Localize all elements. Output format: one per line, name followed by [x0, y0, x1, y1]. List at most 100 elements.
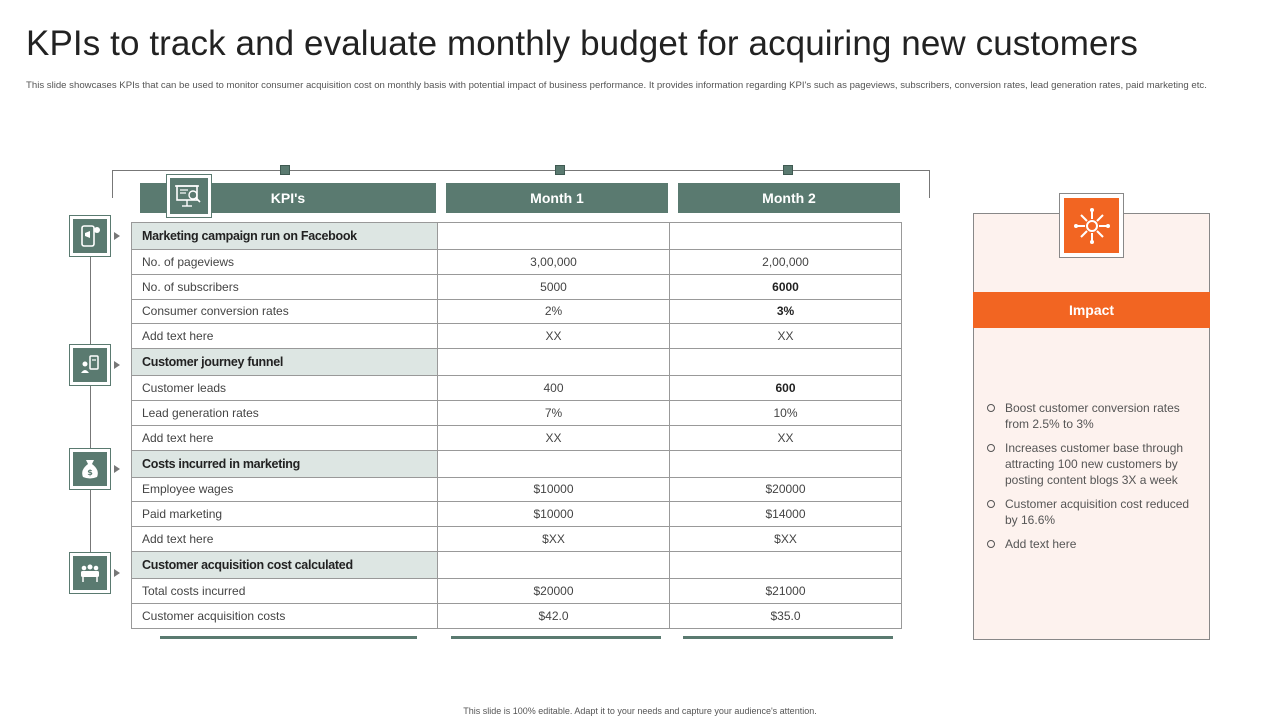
month1-column-underline: [451, 636, 661, 639]
month2-value: 2,00,000: [669, 249, 902, 275]
impact-panel: [973, 213, 1210, 640]
section-month1-cell: [437, 449, 670, 478]
kpi-label: Employee wages: [131, 476, 438, 503]
section-title: Marketing campaign run on Facebook: [131, 222, 438, 250]
month1-header-label: Month 1: [530, 190, 584, 206]
section-header-row: Customer acquisition cost calculated: [131, 550, 902, 579]
month1-value: XX: [437, 424, 670, 451]
table-row: Customer leads 400 600: [131, 375, 902, 401]
kpi-header-label: KPI's: [270, 190, 306, 206]
month1-value: $10000: [437, 476, 670, 503]
month1-value: 5000: [437, 273, 670, 300]
table-row: Add text here XX XX: [131, 323, 902, 350]
section-month1-cell: [437, 348, 670, 377]
kpi-label: Total costs incurred: [131, 577, 438, 604]
table-row: Add text here XX XX: [131, 424, 902, 451]
table-row: Employee wages $10000 $20000: [131, 476, 902, 503]
funnel-people-icon: [69, 344, 111, 386]
money-bag-icon: $: [69, 448, 111, 490]
arrow-icon: [114, 361, 120, 369]
month1-value: 3,00,000: [437, 249, 670, 275]
table-row: Consumer conversion rates 2% 3%: [131, 298, 902, 325]
table-row: Total costs incurred $20000 $21000: [131, 577, 902, 604]
month2-value: 3%: [669, 298, 902, 325]
impact-item: Increases customer base through attracti…: [987, 440, 1203, 488]
presentation-icon: [166, 174, 212, 218]
bullet-icon: [987, 444, 995, 452]
bullet-icon: [987, 500, 995, 508]
section-month2-cell: [669, 449, 902, 478]
kpi-label: No. of subscribers: [131, 273, 438, 300]
month2-value: 600: [669, 375, 902, 401]
kpi-label: Add text here: [131, 526, 438, 552]
kpi-label: Customer leads: [131, 375, 438, 401]
table-row: Customer acquisition costs $42.0 $35.0: [131, 602, 902, 629]
table-row: No. of pageviews 3,00,000 2,00,000: [131, 249, 902, 275]
bracket-dot: [280, 165, 290, 175]
kpi-column-underline: [160, 636, 417, 639]
section-month1-cell: [437, 222, 670, 250]
month1-value: 2%: [437, 298, 670, 325]
bracket-dot: [783, 165, 793, 175]
month1-value: $42.0: [437, 602, 670, 629]
table-row: Lead generation rates 7% 10%: [131, 399, 902, 426]
team-icon: [69, 552, 111, 594]
month1-value: XX: [437, 323, 670, 350]
section-month2-cell: [669, 348, 902, 377]
table-row: No. of subscribers 5000 6000: [131, 273, 902, 300]
section-title: Customer acquisition cost calculated: [131, 550, 438, 579]
month2-column-underline: [683, 636, 893, 639]
month1-value: 400: [437, 375, 670, 401]
month1-value: $20000: [437, 577, 670, 604]
impact-item: Customer acquisition cost reduced by 16.…: [987, 496, 1203, 528]
impact-item: Add text here: [987, 536, 1203, 552]
impact-item-text: Customer acquisition cost reduced by 16.…: [1005, 497, 1190, 527]
network-hub-icon: [1059, 193, 1124, 258]
section-header-row: Marketing campaign run on Facebook: [131, 222, 902, 250]
header-bracket: [112, 165, 930, 198]
impact-title-bar: Impact: [973, 292, 1210, 328]
kpi-label: Lead generation rates: [131, 399, 438, 426]
megaphone-phone-icon: [69, 215, 111, 257]
month1-value: $XX: [437, 526, 670, 552]
kpi-label: Customer acquisition costs: [131, 602, 438, 629]
month2-header: Month 2: [678, 183, 900, 213]
table-row: Add text here $XX $XX: [131, 526, 902, 552]
month2-value: $35.0: [669, 602, 902, 629]
section-title: Costs incurred in marketing: [131, 449, 438, 478]
kpi-label: Add text here: [131, 323, 438, 350]
section-header-row: Costs incurred in marketing: [131, 449, 902, 478]
month1-value: $10000: [437, 501, 670, 528]
section-month1-cell: [437, 550, 670, 579]
section-title: Customer journey funnel: [131, 348, 438, 377]
section-header-row: Customer journey funnel: [131, 348, 902, 377]
bullet-icon: [987, 540, 995, 548]
month2-value: $14000: [669, 501, 902, 528]
impact-title: Impact: [1068, 302, 1115, 318]
kpi-table: Marketing campaign run on Facebook No. of…: [131, 222, 902, 629]
month2-value: 6000: [669, 273, 902, 300]
timeline-line: [90, 240, 91, 572]
impact-item-text: Add text here: [1005, 537, 1077, 551]
impact-item-text: Increases customer base through attracti…: [1005, 441, 1184, 487]
svg-text:$: $: [87, 468, 93, 477]
month2-header-label: Month 2: [762, 190, 816, 206]
month1-header: Month 1: [446, 183, 668, 213]
impact-list: Boost customer conversion rates from 2.5…: [987, 400, 1203, 560]
section-month2-cell: [669, 550, 902, 579]
month2-value: $21000: [669, 577, 902, 604]
month1-value: 7%: [437, 399, 670, 426]
arrow-icon: [114, 232, 120, 240]
month2-value: XX: [669, 323, 902, 350]
impact-item: Boost customer conversion rates from 2.5…: [987, 400, 1203, 432]
impact-item-text: Boost customer conversion rates from 2.5…: [1005, 401, 1180, 431]
section-month2-cell: [669, 222, 902, 250]
arrow-icon: [114, 569, 120, 577]
table-row: Paid marketing $10000 $14000: [131, 501, 902, 528]
page-title: KPIs to track and evaluate monthly budge…: [26, 24, 1138, 63]
bullet-icon: [987, 404, 995, 412]
footer-note: This slide is 100% editable. Adapt it to…: [463, 706, 817, 716]
month2-value: XX: [669, 424, 902, 451]
kpi-label: Consumer conversion rates: [131, 298, 438, 325]
kpi-label: Add text here: [131, 424, 438, 451]
